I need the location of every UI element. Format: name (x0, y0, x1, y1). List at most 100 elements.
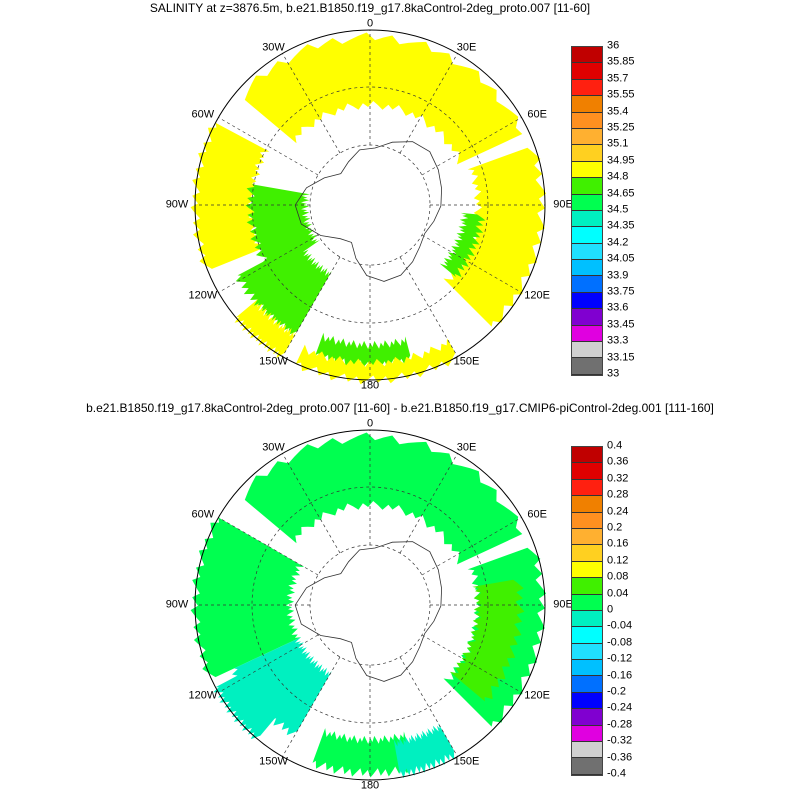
colorbar-box (572, 342, 602, 359)
colorbar-label: 34.2 (607, 236, 629, 249)
colorbar-label: 35.4 (607, 105, 629, 118)
colorbar-label: -0.08 (607, 636, 633, 649)
longitude-gridline (218, 117, 319, 176)
longitude-label-90E: 90E (553, 198, 573, 211)
longitude-label-150W: 150W (259, 355, 288, 368)
colorbar-box (572, 561, 602, 579)
polar-map-1 (190, 29, 547, 385)
longitude-label-60E: 60E (527, 108, 547, 120)
cyan-region (393, 722, 455, 779)
longitude-label-60E: 60E (527, 508, 547, 520)
colorbar-box (572, 161, 602, 179)
colorbar-box (572, 692, 602, 710)
longitude-label-90W: 90W (165, 598, 189, 611)
colorbar-label: 33.75 (607, 285, 635, 298)
longitude-label-90W: 90W (165, 198, 189, 211)
colorbar-label: 34.35 (607, 219, 635, 232)
colorbar-box (572, 243, 602, 261)
colorbar-label: 36 (607, 39, 620, 52)
polar-map-2 (190, 429, 547, 781)
colorbar-label: 34.5 (607, 203, 629, 216)
colorbar-label: 34.65 (607, 187, 635, 200)
colorbar-label: 33 (607, 367, 620, 380)
panel-1-title: SALINITY at z=3876.5m, b.e21.B1850.f19_g… (149, 1, 591, 15)
longitude-label-120E: 120E (524, 289, 550, 301)
colorbar-label: 33.9 (607, 269, 629, 282)
longitude-gridline (282, 453, 341, 554)
longitude-label-30E: 30E (456, 41, 477, 54)
longitude-label-120W: 120W (188, 689, 218, 701)
green-region (190, 517, 305, 678)
colorbar-box (572, 210, 602, 228)
longitude-gridline (218, 234, 319, 293)
colorbar-label: 33.3 (607, 334, 629, 347)
longitude-gridline (399, 53, 458, 154)
colorbar-label: 0.36 (607, 455, 629, 468)
colorbar-label: 35.55 (607, 88, 635, 101)
colorbar-label: -0.04 (607, 619, 633, 632)
colorbar-label: 0.4 (607, 439, 623, 452)
longitude-label-120E: 120E (524, 689, 550, 701)
longitude-label-60W: 60W (191, 108, 215, 120)
colorbar-label: 33.15 (607, 351, 635, 364)
colorbar-label: -0.12 (607, 652, 633, 665)
map-boundary (194, 429, 546, 781)
colorbar-box (572, 309, 602, 326)
colorbar-label: 34.05 (607, 252, 635, 265)
colorbar-label: 0.32 (607, 472, 629, 485)
colorbar-box (572, 578, 602, 595)
longitude-label-30E: 30E (456, 441, 477, 454)
longitude-gridline (421, 117, 522, 176)
colorbar-box (572, 325, 602, 343)
colorbar-box (572, 463, 602, 480)
colorbar-box (572, 96, 602, 113)
colorbar-label: 34.95 (607, 154, 635, 167)
longitude-gridline (399, 453, 458, 554)
longitude-gridline (421, 234, 522, 293)
antarctica-coastline (294, 541, 443, 682)
colorbar-label: 0.24 (607, 505, 629, 518)
colorbar-box (572, 627, 602, 644)
colorbar-box (572, 276, 602, 293)
longitude-gridline (421, 517, 522, 576)
colorbar-1 (571, 46, 603, 376)
colorbar-box (572, 447, 602, 464)
yellow-region (234, 298, 297, 358)
colorbar-box (572, 128, 602, 146)
longitude-label-0: 0 (366, 417, 374, 430)
cyan-region (213, 659, 296, 740)
longitude-gridline (421, 634, 522, 693)
colorbar-label: -0.36 (607, 751, 633, 764)
colorbar-label: 35.7 (607, 72, 629, 85)
green-region (439, 212, 486, 278)
colorbar-box (572, 194, 602, 211)
colorbar-label: 0.2 (607, 521, 623, 534)
antarctica-coastline (294, 141, 443, 282)
colorbar-box (572, 496, 602, 513)
green-region (312, 728, 413, 778)
colorbar-box (572, 594, 602, 611)
latitude-gridline (251, 486, 489, 724)
colorbar-box (572, 260, 602, 277)
cyan-region (232, 637, 332, 736)
longitude-label-180: 180 (360, 379, 380, 392)
colorbar-box (572, 479, 602, 497)
colorbar-box (572, 725, 602, 743)
longitude-label-0: 0 (366, 17, 374, 30)
longitude-label-150W: 150W (259, 755, 288, 768)
longitude-gridline (282, 256, 341, 357)
green-region (244, 432, 523, 565)
colorbar-box (572, 47, 602, 64)
colorbar-label: -0.4 (607, 767, 626, 780)
colorbar-box (572, 79, 602, 97)
colorbar-box (572, 178, 602, 195)
longitude-gridline (399, 656, 458, 757)
colorbar-label: 0.12 (607, 554, 629, 567)
latitude-gridline (251, 86, 489, 324)
longitude-gridline (218, 634, 319, 693)
yellow-region (296, 338, 456, 385)
lime-region (449, 579, 525, 702)
yellow-region (244, 32, 523, 165)
colorbar-box (572, 610, 602, 628)
